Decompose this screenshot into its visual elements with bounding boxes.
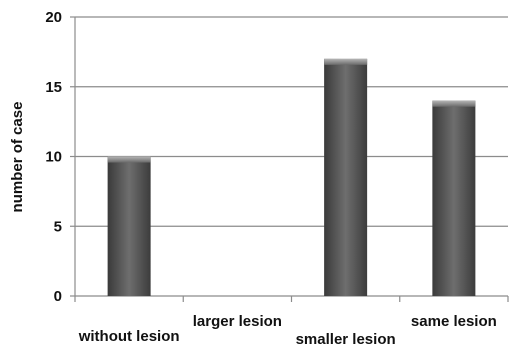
bar-cap [324,58,368,65]
bar-smaller-lesion [324,58,368,296]
y-tick-label: 10 [45,149,62,166]
x-tick-label: smaller lesion [296,331,396,348]
x-tick-label: same lesion [411,313,497,330]
x-tick-label: larger lesion [193,313,282,330]
y-tick-label: 5 [54,218,62,235]
bar-cap [107,156,151,163]
x-tick-label: without lesion [78,328,180,345]
y-tick-label: 0 [54,288,62,305]
bar-same-lesion [432,100,476,296]
bar-cap [432,100,476,107]
bar-without-lesion [107,156,151,296]
labels: 0 5 10 15 20 without lesion larger lesion small… [45,9,497,348]
y-axis-label: number of case [9,102,26,213]
bars [107,58,476,296]
y-tick-label: 15 [45,79,62,96]
y-tick-label: 20 [45,9,62,26]
